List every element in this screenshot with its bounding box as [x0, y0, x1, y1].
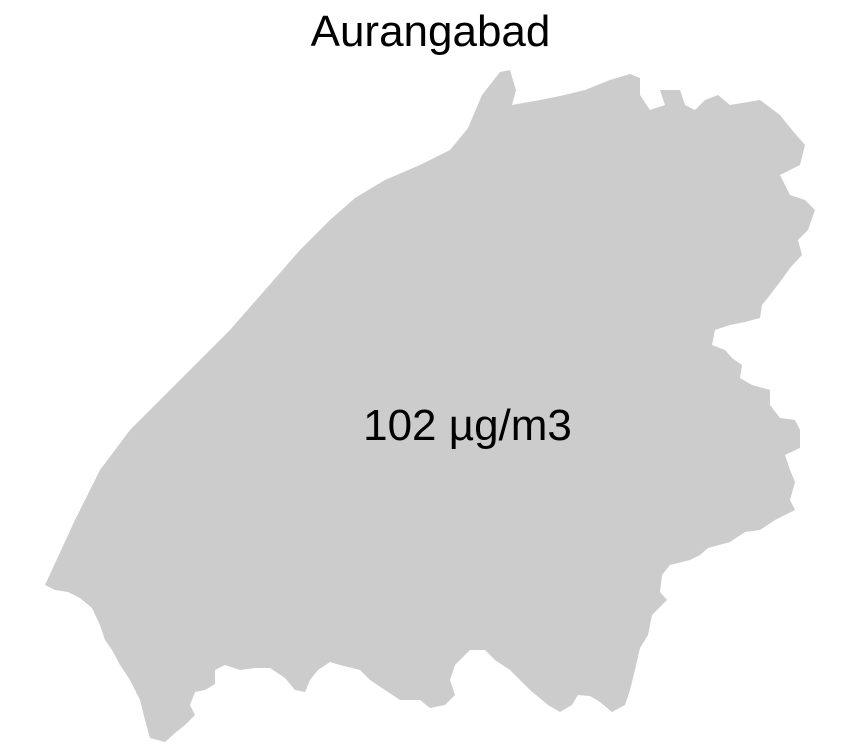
- aurangabad-district-shape: [45, 70, 815, 742]
- pollution-value-label: 102 µg/m3: [363, 401, 572, 450]
- map-title: Aurangabad: [310, 7, 551, 56]
